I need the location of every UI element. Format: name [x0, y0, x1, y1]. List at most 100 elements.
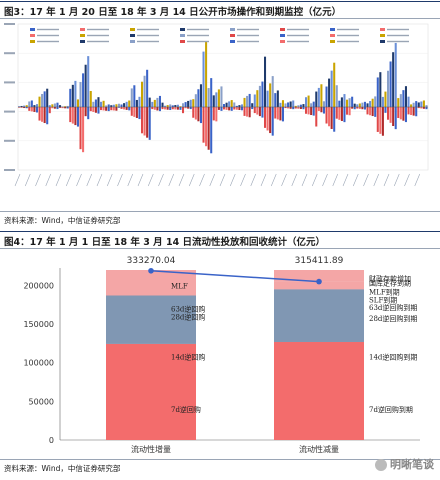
x-tick-label-placeholder: [76, 173, 82, 187]
y-tick-label: 200000: [23, 281, 54, 290]
legend-swatch: [30, 34, 35, 37]
x-tick-label-placeholder: [147, 173, 154, 187]
outflow-bar: [407, 107, 410, 115]
legend-text-placeholder: [187, 40, 209, 43]
outflow-bar: [158, 107, 161, 112]
x-tick-label-placeholder: [35, 173, 41, 187]
outflow-bar: [18, 107, 21, 108]
outflow-bar: [412, 107, 415, 116]
inflow-bar: [333, 62, 336, 107]
inflow-bar: [117, 103, 120, 107]
outflow-bar: [199, 107, 202, 124]
inflow-bar: [115, 104, 118, 107]
outflow-bar: [299, 107, 302, 109]
inflow-bar: [238, 105, 241, 107]
figure4-title-rule: [0, 248, 440, 249]
outflow-bar: [422, 107, 425, 109]
inflow-bar: [33, 105, 36, 107]
inflow-bar: [297, 105, 300, 107]
outflow-bar: [353, 107, 356, 110]
x-tick-label-placeholder: [301, 173, 308, 187]
outflow-bar: [281, 107, 284, 122]
outflow-bar: [156, 107, 159, 111]
outflow-bar: [379, 107, 382, 134]
outflow-bar: [312, 107, 315, 116]
outflow-bar: [135, 107, 138, 118]
outflow-bar: [269, 107, 272, 134]
figure4-bottom-rule: [0, 459, 440, 460]
outflow-bar: [343, 107, 346, 123]
inflow-bar: [102, 100, 105, 107]
outflow-bar: [210, 107, 213, 154]
outflow-bar: [371, 107, 374, 117]
inflow-bar: [30, 100, 33, 107]
outflow-bar: [102, 107, 105, 111]
inflow-bar: [287, 102, 290, 107]
x-category-label: 流动性减量: [299, 444, 339, 454]
x-tick-label-placeholder: [188, 173, 195, 187]
outflow-bar: [310, 107, 313, 116]
x-tick-label-placeholder: [281, 173, 287, 187]
inflow-bar: [284, 103, 287, 107]
legend-swatch: [180, 28, 185, 31]
stack-segment: [274, 341, 364, 440]
outflow-bar: [94, 107, 97, 113]
x-tick-label-placeholder: [383, 173, 390, 187]
inflow-bar: [53, 103, 56, 107]
outflow-bar: [274, 107, 277, 119]
inflow-bar: [328, 78, 331, 107]
x-tick-label-placeholder: [219, 173, 226, 187]
outflow-bar: [389, 107, 392, 123]
outflow-bar: [425, 107, 428, 110]
outflow-bar: [84, 107, 87, 117]
inflow-bar: [228, 101, 231, 107]
outflow-bar: [238, 107, 241, 111]
inflow-bar: [138, 96, 141, 107]
inflow-bar: [281, 100, 284, 107]
inflow-bar: [230, 100, 233, 107]
inflow-bar: [123, 103, 126, 107]
outflow-bar: [48, 107, 51, 114]
inflow-bar: [79, 81, 82, 107]
outflow-bar: [59, 107, 62, 108]
inflow-bar: [207, 88, 210, 107]
outflow-bar: [328, 107, 331, 127]
stack-segment: [106, 295, 196, 344]
outflow-bar: [217, 107, 220, 110]
legend-swatch: [280, 40, 285, 43]
outflow-bar: [333, 107, 336, 132]
inflow-bar: [225, 102, 228, 107]
outflow-bar: [53, 107, 56, 109]
total-label: 333270.04: [127, 256, 176, 266]
legend-text-placeholder: [237, 40, 259, 43]
x-tick-label-placeholder: [117, 173, 123, 187]
outflow-bar: [194, 107, 197, 120]
inflow-bar: [135, 99, 138, 107]
inflow-bar: [38, 96, 41, 107]
outflow-bar: [207, 107, 210, 150]
inflow-bar: [156, 97, 159, 107]
x-tick-label-placeholder: [332, 173, 339, 187]
outflow-bar: [166, 107, 169, 110]
inflow-bar: [358, 103, 361, 107]
inflow-bar: [171, 105, 174, 107]
outflow-bar: [376, 107, 379, 132]
figure3-bottom-rule: [0, 211, 440, 212]
stack-segment: [274, 289, 364, 342]
legend-text-placeholder: [387, 28, 409, 31]
inflow-bar: [148, 97, 151, 107]
outflow-bar: [61, 107, 64, 109]
inflow-bar: [310, 103, 313, 107]
inflow-bar: [307, 95, 310, 107]
inflow-bar: [76, 99, 79, 107]
inflow-bar: [141, 81, 144, 107]
outflow-bar: [279, 107, 282, 121]
outflow-bar: [164, 107, 167, 110]
watermark-text: 明晰笔谈: [390, 458, 434, 471]
figure3-title-rule: [0, 18, 440, 19]
legend-swatch: [330, 34, 335, 37]
x-tick-label-placeholder: [24, 173, 31, 187]
outflow-bar: [402, 107, 405, 121]
inflow-bar: [315, 91, 318, 107]
outflow-bar: [56, 107, 59, 110]
